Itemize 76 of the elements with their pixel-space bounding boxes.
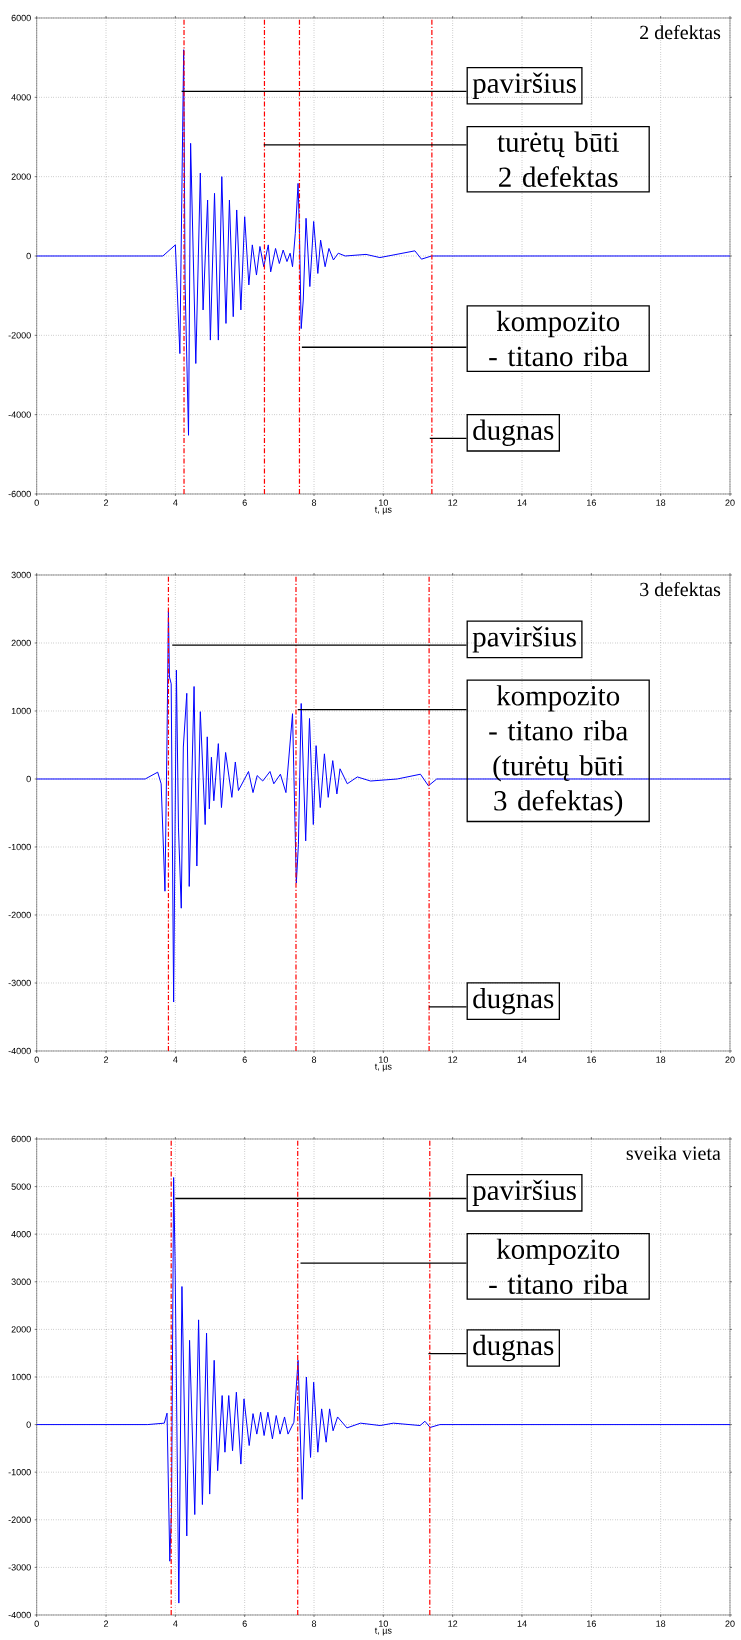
x-axis-title: t, µs <box>374 1063 392 1072</box>
x-tick-label: 18 <box>656 499 666 506</box>
y-tick-label: 2000 <box>11 639 31 647</box>
line-series <box>36 1177 731 1604</box>
x-tick-label: 4 <box>173 1056 178 1063</box>
x-tick-label: 0 <box>34 1620 39 1627</box>
y-tick-label: -2000 <box>8 911 31 919</box>
x-tick-label: 6 <box>242 1620 247 1627</box>
x-tick-label: 18 <box>656 1620 666 1627</box>
y-tick-label: 0 <box>26 1421 31 1428</box>
x-tick-label: 12 <box>448 1056 458 1063</box>
y-tick-label: 0 <box>26 775 31 783</box>
x-tick-label: 20 <box>725 1056 735 1063</box>
x-tick-label: 0 <box>34 499 39 506</box>
x-tick-label: 16 <box>587 499 596 506</box>
y-tick-label: -2000 <box>8 1516 31 1523</box>
x-tick-label: 6 <box>242 1056 247 1063</box>
y-tick-label: -4000 <box>8 411 31 418</box>
y-tick-label: 2000 <box>11 1326 31 1333</box>
x-tick-label: 20 <box>725 499 735 506</box>
y-tick-label: 1000 <box>11 1373 31 1381</box>
x-tick-label: 14 <box>517 499 527 506</box>
chart-title: sveika vieta <box>626 1145 721 1161</box>
annotation: dugnas <box>473 419 554 446</box>
chart-title: 2 defektas <box>640 24 721 40</box>
y-tick-label: -2000 <box>8 332 31 339</box>
x-tick-label: 18 <box>656 1056 666 1063</box>
y-tick-label: -6000 <box>8 490 31 498</box>
x-tick-label: 8 <box>311 1620 317 1627</box>
y-tick-label: 0 <box>26 252 31 260</box>
annotation: paviršius <box>472 72 576 99</box>
y-tick-label: 4000 <box>11 94 31 101</box>
x-tick-label: 8 <box>311 499 317 506</box>
y-tick-label: 6000 <box>11 1135 31 1143</box>
annotation: turėtų būti 2 defektas <box>497 131 619 187</box>
annotation: paviršius <box>472 626 576 653</box>
y-tick-label: 4000 <box>11 1231 31 1238</box>
x-tick-label: 10 <box>379 1056 388 1063</box>
x-tick-label: 2 <box>103 499 109 506</box>
y-tick-label: 6000 <box>11 14 31 22</box>
x-tick-label: 8 <box>311 1056 317 1063</box>
x-tick-label: 14 <box>517 1620 527 1627</box>
x-axis-title: t, µs <box>374 1627 392 1636</box>
x-tick-label: 4 <box>173 499 178 506</box>
x-tick-label: 12 <box>448 1620 458 1627</box>
annotation: paviršius <box>472 1179 576 1206</box>
x-tick-label: 20 <box>725 1620 735 1627</box>
y-tick-label: -4000 <box>8 1611 31 1619</box>
annotation: kompozito - titano riba <box>489 310 628 367</box>
x-tick-label: 6 <box>242 499 247 506</box>
y-tick-label: -3000 <box>8 979 31 987</box>
y-tick-label: -1000 <box>8 843 31 851</box>
y-tick-label: 1000 <box>11 707 31 715</box>
x-tick-label: 0 <box>34 1056 39 1063</box>
y-tick-label: -4000 <box>8 1047 31 1055</box>
y-tick-label: 5000 <box>11 1183 31 1190</box>
x-tick-label: 2 <box>103 1056 109 1063</box>
y-tick-label: 2000 <box>11 173 31 180</box>
y-tick-label: 3000 <box>11 571 31 579</box>
y-tick-label: -3000 <box>8 1564 31 1571</box>
x-tick-label: 16 <box>587 1620 596 1627</box>
annotation: dugnas <box>473 1334 554 1362</box>
x-tick-label: 4 <box>173 1620 178 1627</box>
y-tick-label: -1000 <box>8 1468 31 1476</box>
annotation: kompozito - titano riba (turėtų būti 3 defektas) <box>489 685 628 817</box>
x-tick-label: 2 <box>103 1620 109 1627</box>
x-tick-label: 14 <box>517 1056 527 1063</box>
x-axis-title: t, µs <box>374 506 392 515</box>
annotation: dugnas <box>473 987 554 1015</box>
chart-title: 3 defektas <box>640 581 721 597</box>
y-tick-label: 3000 <box>11 1278 31 1285</box>
annotation: kompozito - titano riba <box>489 1238 628 1295</box>
x-tick-label: 10 <box>379 1620 388 1627</box>
x-tick-label: 16 <box>587 1056 596 1063</box>
x-tick-label: 10 <box>379 499 388 506</box>
x-tick-label: 12 <box>448 499 458 506</box>
